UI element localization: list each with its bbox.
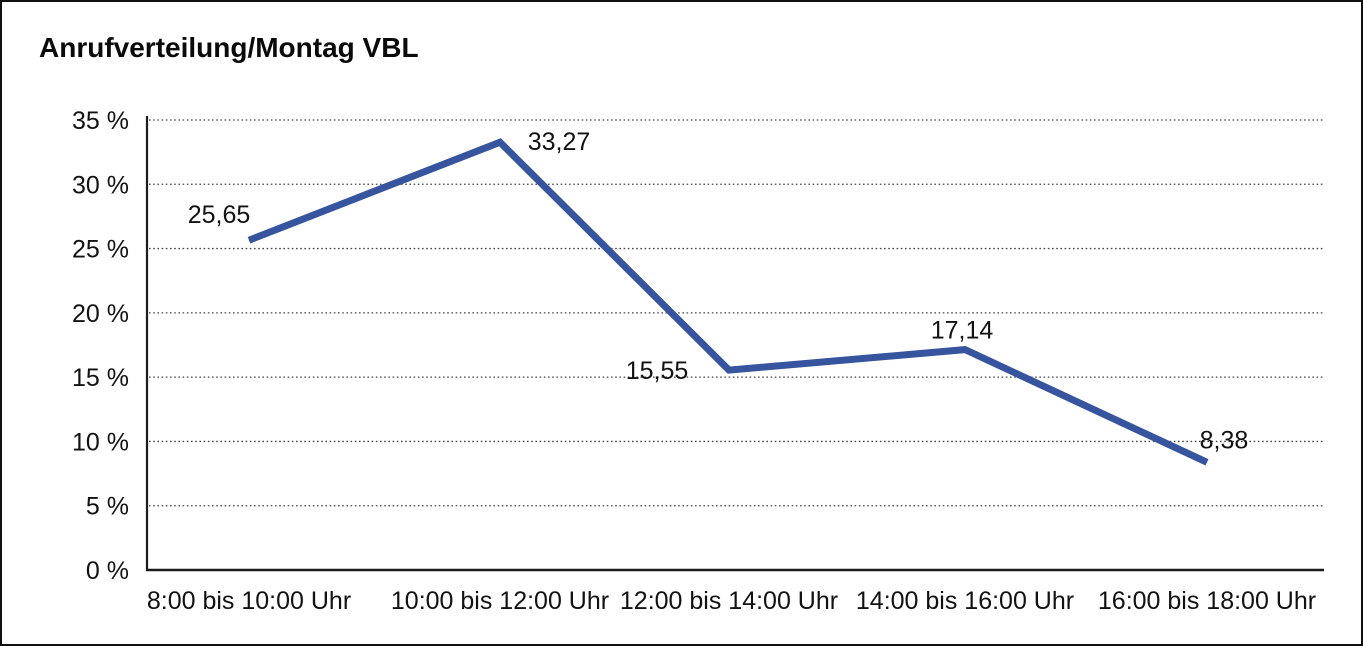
data-point-label: 25,65 xyxy=(188,201,251,229)
x-category-label: 10:00 bis 12:00 Uhr xyxy=(391,587,609,615)
x-axis-labels: 8:00 bis 10:00 Uhr 10:00 bis 12:00 Uhr 12:… xyxy=(147,587,1316,615)
y-tick-label: 5 % xyxy=(86,493,129,521)
data-series xyxy=(247,138,1209,466)
data-point-label: 8,38 xyxy=(1200,426,1249,454)
y-tick-label: 20 % xyxy=(72,300,129,328)
gridlines xyxy=(149,119,1324,507)
chart-title: Anrufverteilung/Montag VBL xyxy=(39,32,419,63)
y-tick-label: 30 % xyxy=(72,171,129,199)
y-tick-label: 10 % xyxy=(72,428,129,456)
data-labels: 25,65 33,27 15,55 17,14 8,38 xyxy=(188,128,1249,454)
y-tick-label: 0 % xyxy=(86,557,129,585)
data-point-label: 15,55 xyxy=(626,357,689,385)
y-tick-label: 25 % xyxy=(72,236,129,264)
data-point-label: 17,14 xyxy=(931,317,994,345)
series-polyline xyxy=(247,138,1209,466)
x-category-label: 14:00 bis 16:00 Uhr xyxy=(856,587,1074,615)
y-tick-label: 15 % xyxy=(72,364,129,392)
data-point-label: 33,27 xyxy=(528,128,591,156)
x-category-label: 16:00 bis 18:00 Uhr xyxy=(1098,587,1316,615)
y-axis-labels: 35 % 30 % 25 % 20 % 15 % 10 % 5 % 0 % xyxy=(72,107,129,585)
axes xyxy=(145,116,1324,572)
y-tick-label: 35 % xyxy=(72,107,129,135)
x-category-label: 12:00 bis 14:00 Uhr xyxy=(620,587,838,615)
x-category-label: 8:00 bis 10:00 Uhr xyxy=(147,587,351,615)
